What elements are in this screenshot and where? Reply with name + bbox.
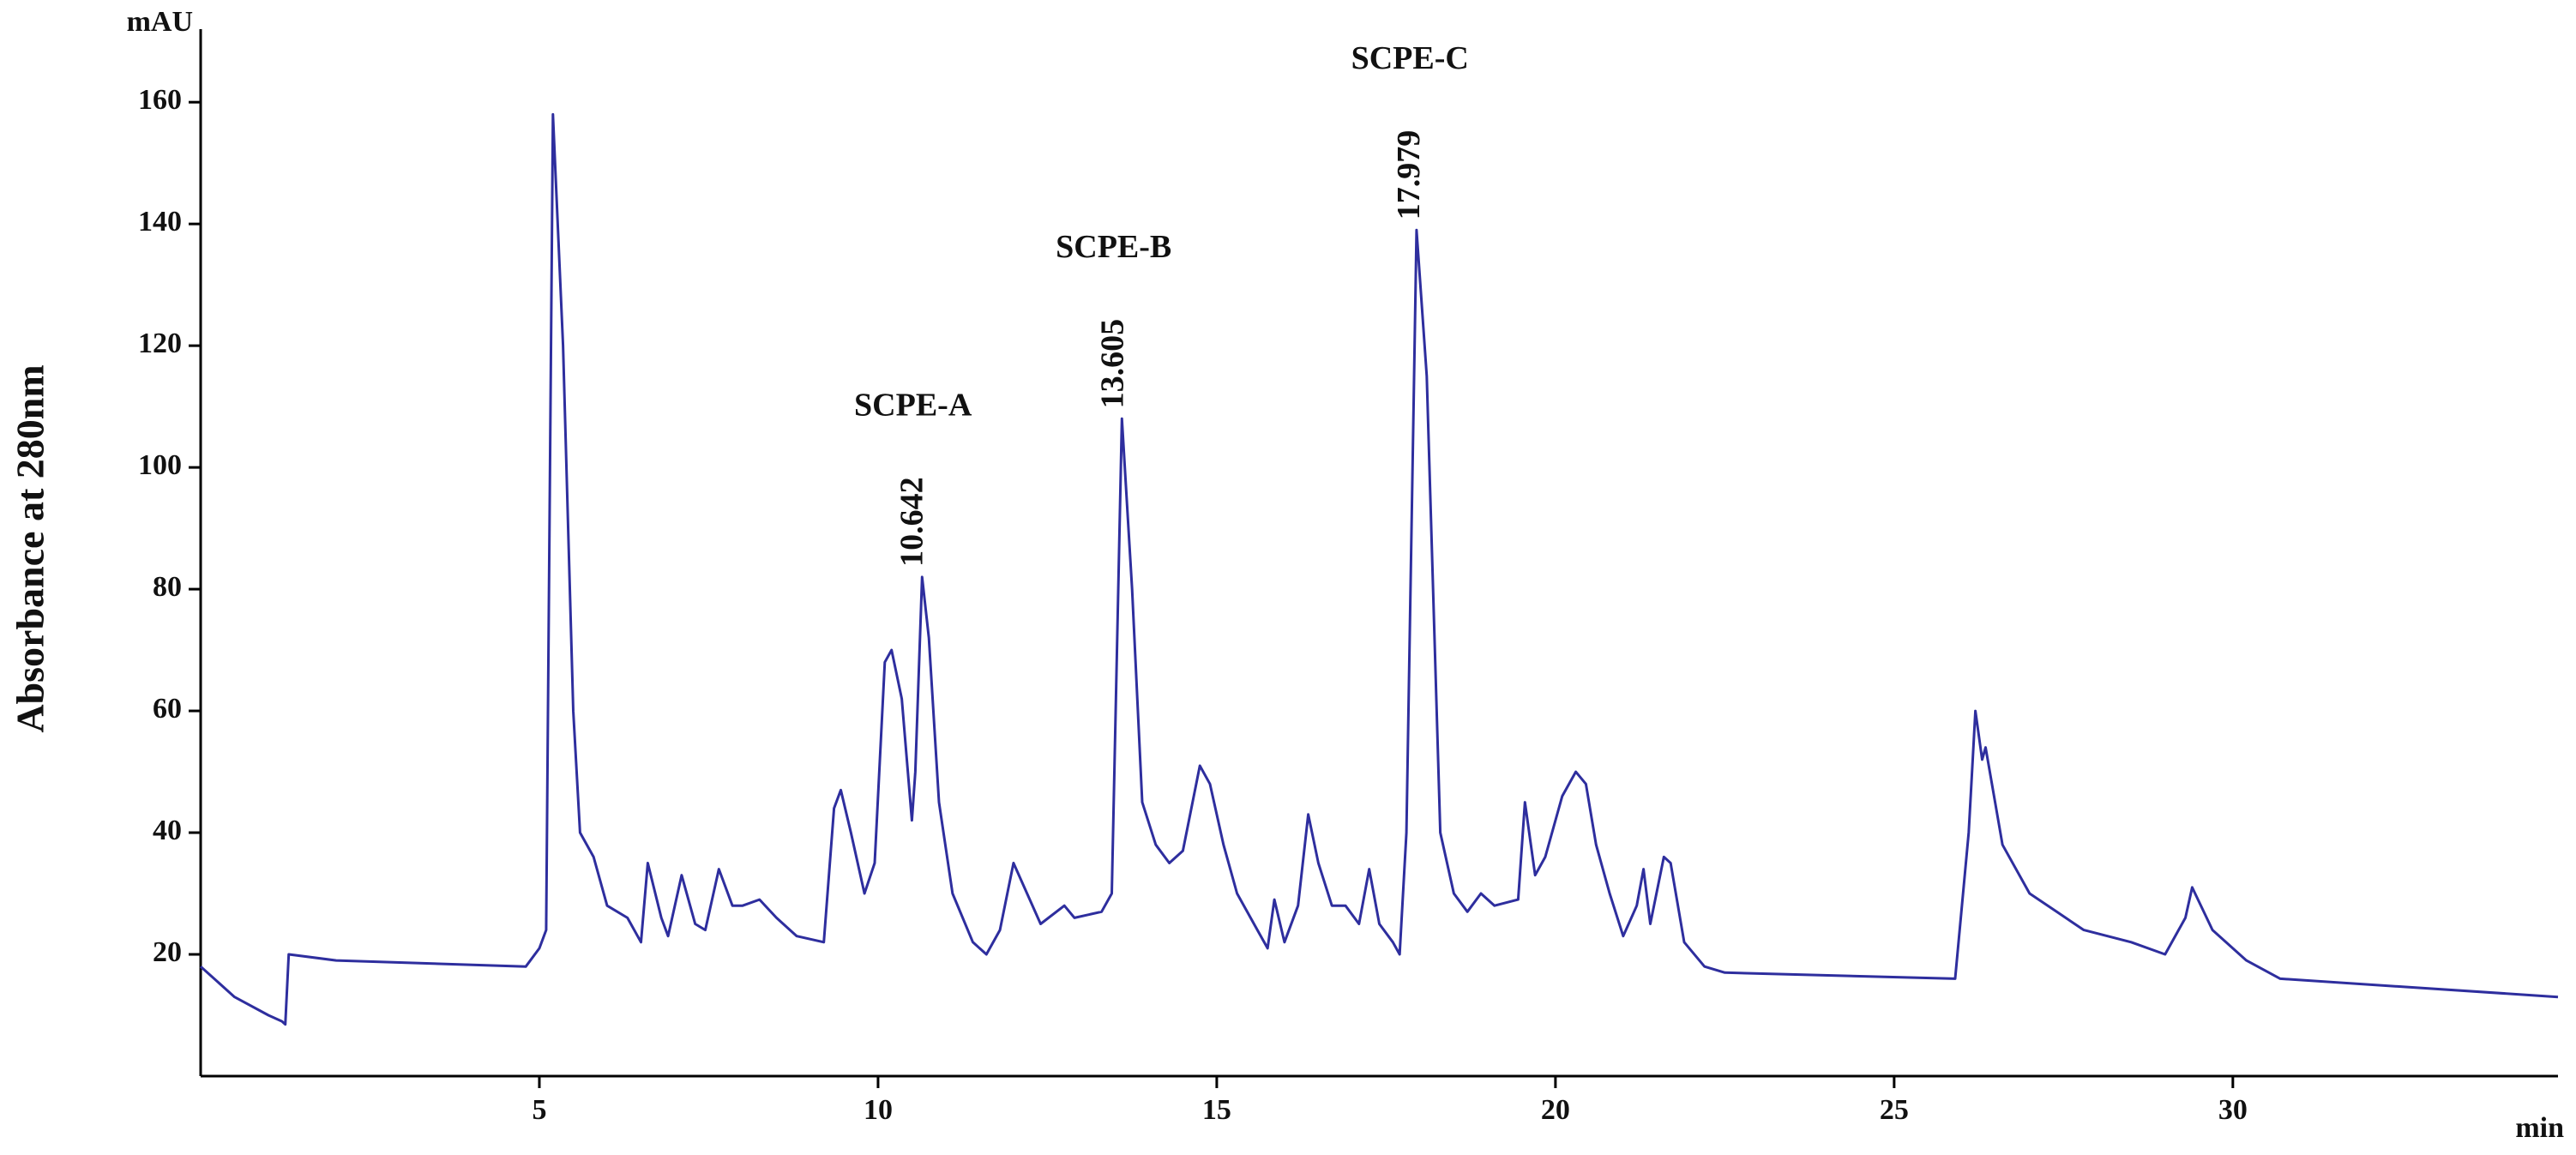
y-tick-label: 160 [138, 84, 182, 116]
x-tick-label: 15 [1202, 1094, 1231, 1126]
x-unit: min [2515, 1112, 2564, 1144]
y-tick-label: 20 [153, 936, 182, 968]
retention-time-label: 10.642 [894, 477, 930, 567]
y-tick-label: 60 [153, 693, 182, 725]
x-tick-label: 20 [1541, 1094, 1570, 1126]
y-tick-label: 100 [138, 449, 182, 481]
chromatogram-trace [199, 112, 2559, 1026]
peak-label: SCPE-A [854, 388, 972, 424]
retention-time-label: 17.979 [1391, 130, 1427, 220]
y-tick-label: 120 [138, 328, 182, 359]
x-tick-label: 5 [532, 1094, 546, 1126]
peak-label: SCPE-B [1056, 229, 1171, 265]
x-tick-label: 25 [1880, 1094, 1909, 1126]
x-tick-label: 30 [2218, 1094, 2248, 1126]
peak-label: SCPE-C [1351, 40, 1469, 76]
retention-time-label: 13.605 [1094, 319, 1130, 409]
x-tick-label: 10 [864, 1094, 893, 1126]
y-unit: mAU [127, 6, 193, 38]
y-axis-title: Absorbance at 280nm [9, 364, 52, 732]
y-tick-label: 40 [153, 815, 182, 846]
y-tick-label: 140 [138, 206, 182, 238]
y-tick-label: 80 [153, 571, 182, 603]
